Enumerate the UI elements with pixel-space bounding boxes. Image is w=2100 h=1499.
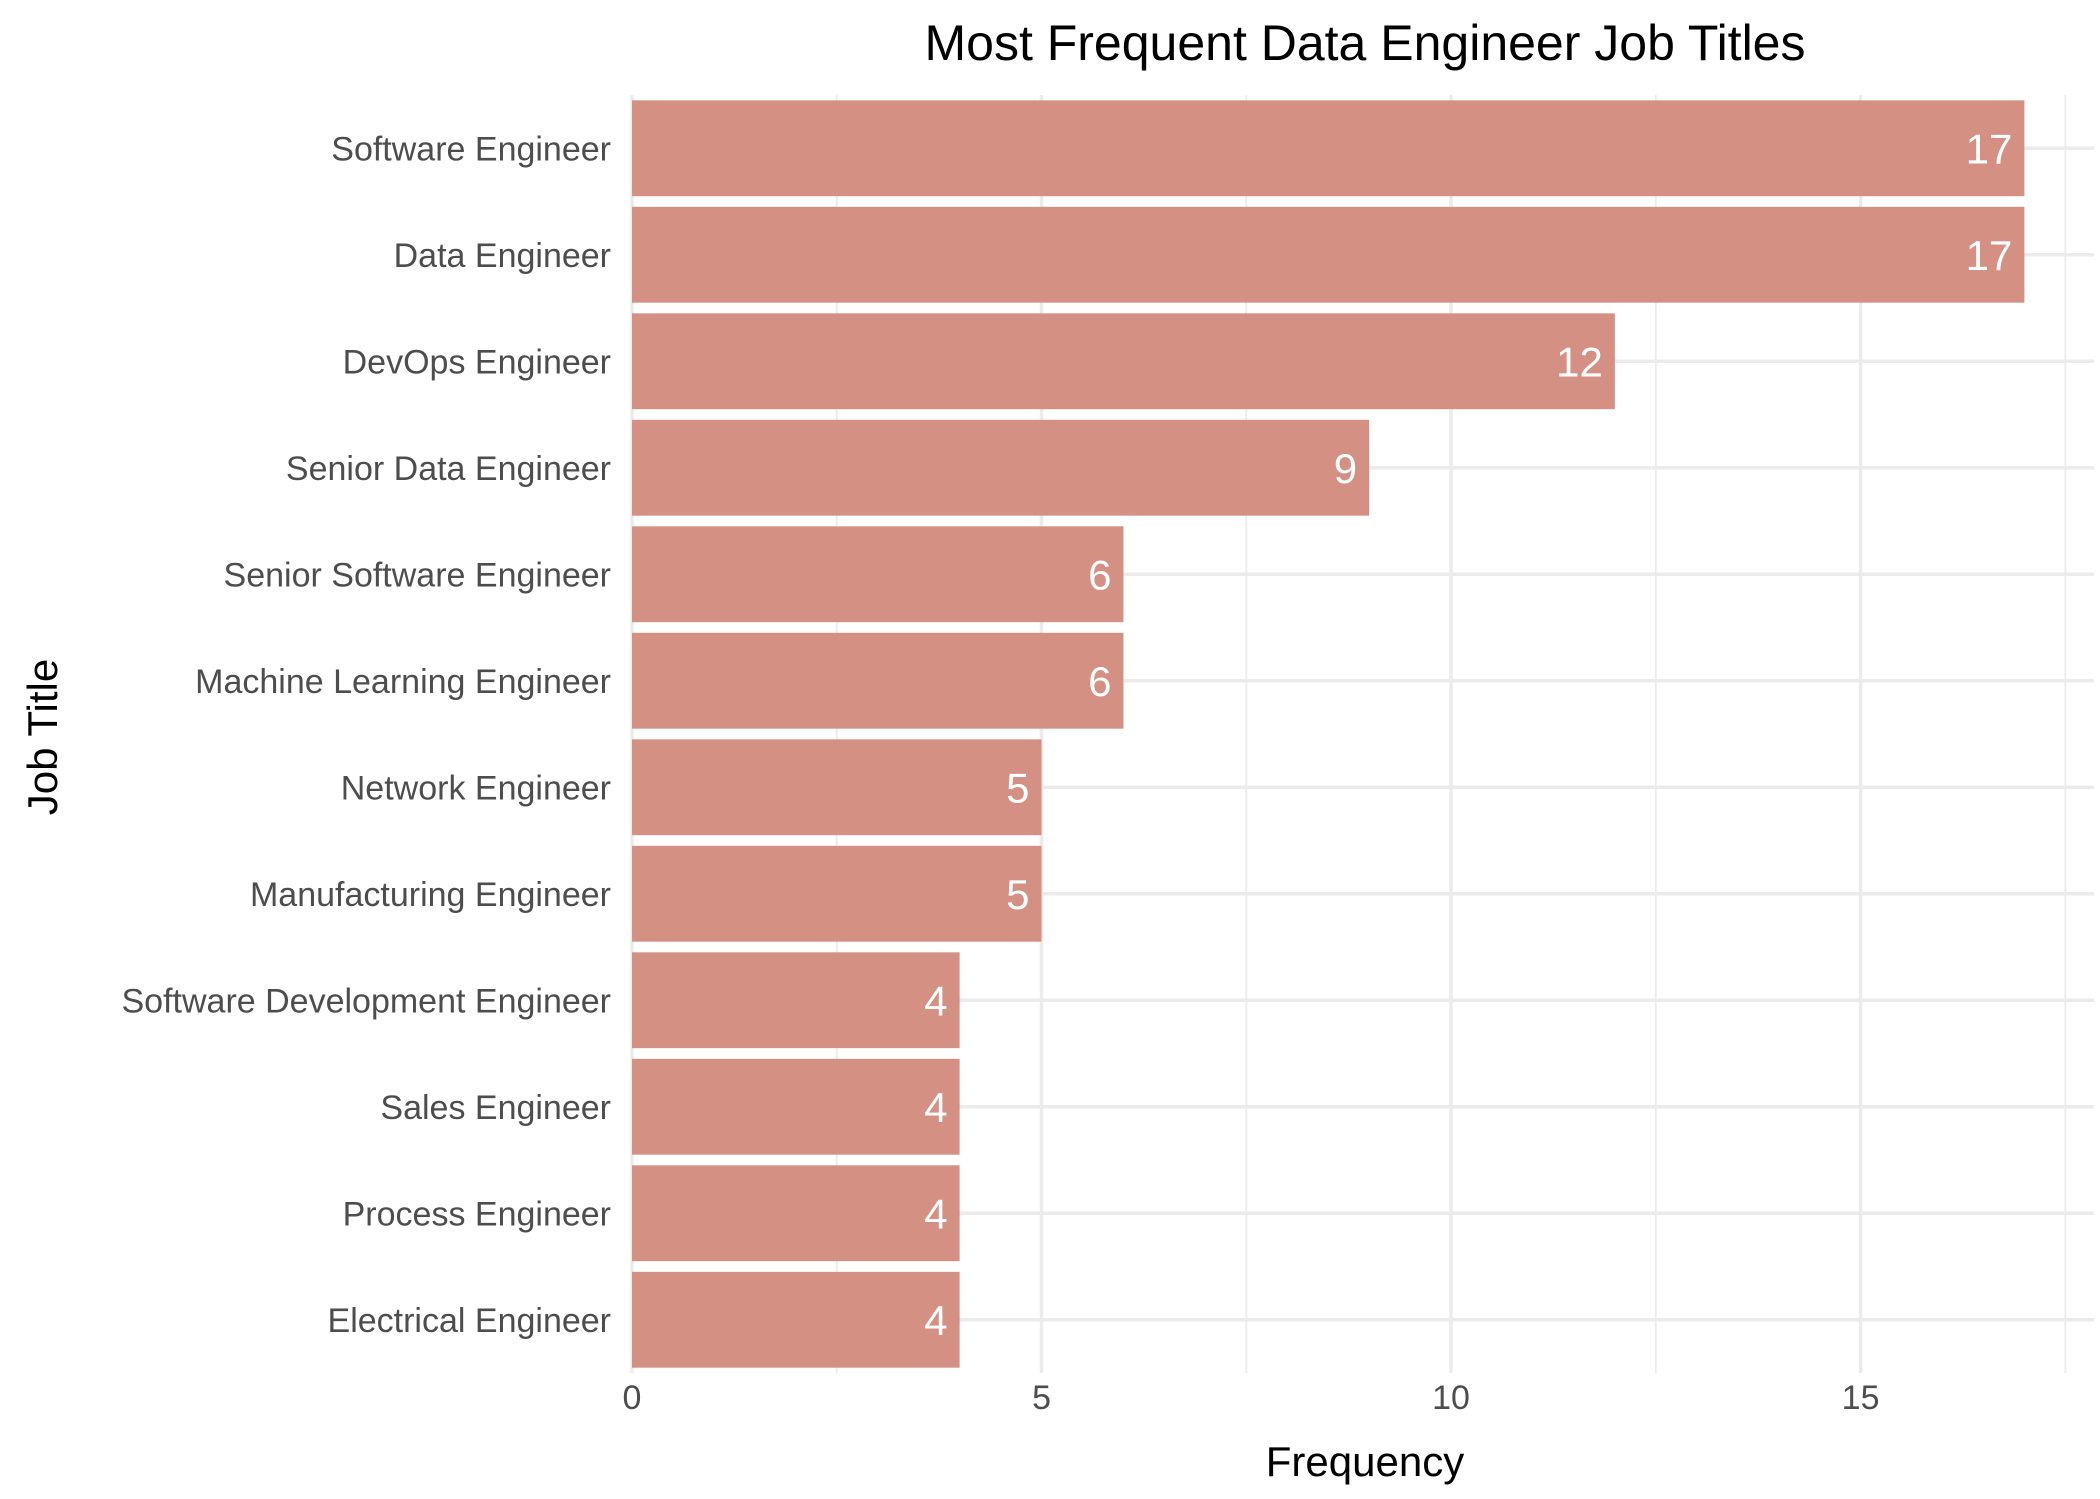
bar-value-label: 9 [1334, 445, 1357, 492]
bar [632, 632, 1124, 729]
bars [632, 100, 2025, 1368]
y-axis-title: Job Title [19, 659, 66, 815]
bar-value-label: 12 [1556, 338, 1603, 385]
x-tick-label: 10 [1432, 1379, 1470, 1417]
bar-value-label: 4 [924, 1190, 947, 1237]
y-tick-label: Electrical Engineer [328, 1302, 611, 1340]
bar [632, 845, 1042, 942]
bar [632, 313, 1615, 410]
bar-value-label: 6 [1088, 658, 1111, 705]
y-tick-label: Process Engineer [343, 1195, 611, 1233]
bar-value-label: 5 [1006, 764, 1029, 811]
y-tick-label: Data Engineer [394, 237, 611, 275]
y-tick-label: Manufacturing Engineer [250, 876, 611, 914]
chart-title: Most Frequent Data Engineer Job Titles [924, 15, 1805, 71]
bar [632, 952, 960, 1049]
bar [632, 100, 2025, 197]
y-tick-label: DevOps Engineer [343, 343, 611, 381]
y-tick-label: Sales Engineer [380, 1089, 611, 1127]
x-tick-label: 15 [1842, 1379, 1880, 1417]
bar [632, 419, 1370, 516]
x-axis-tick-labels: 0 5 10 15 [623, 1379, 1880, 1417]
y-tick-label: Network Engineer [341, 769, 611, 807]
bar-value-label: 4 [924, 1084, 947, 1131]
bar [632, 1271, 960, 1368]
y-tick-label: Machine Learning Engineer [195, 663, 611, 701]
bar [632, 1058, 960, 1155]
bar [632, 739, 1042, 836]
bar [632, 526, 1124, 623]
x-tick-label: 5 [1032, 1379, 1051, 1417]
y-tick-label: Software Engineer [331, 130, 611, 168]
y-tick-label: Software Development Engineer [122, 982, 612, 1020]
bar-value-label: 4 [924, 977, 947, 1024]
bar-value-label: 5 [1006, 871, 1029, 918]
data-labels: 17 17 12 9 6 6 5 5 4 4 4 4 [924, 125, 2012, 1344]
bar [632, 206, 2025, 303]
x-tick-label: 0 [623, 1379, 642, 1417]
y-tick-label: Senior Data Engineer [286, 450, 611, 488]
bar-value-label: 6 [1088, 551, 1111, 598]
bar [632, 1165, 960, 1262]
y-tick-label: Senior Software Engineer [224, 556, 611, 594]
x-axis-title: Frequency [1266, 1438, 1464, 1485]
bar-value-label: 17 [1966, 125, 2013, 172]
y-axis-tick-labels: Software Engineer Data Engineer DevOps Eng… [122, 130, 612, 1340]
bar-value-label: 17 [1966, 232, 2013, 279]
bar-value-label: 4 [924, 1297, 947, 1344]
